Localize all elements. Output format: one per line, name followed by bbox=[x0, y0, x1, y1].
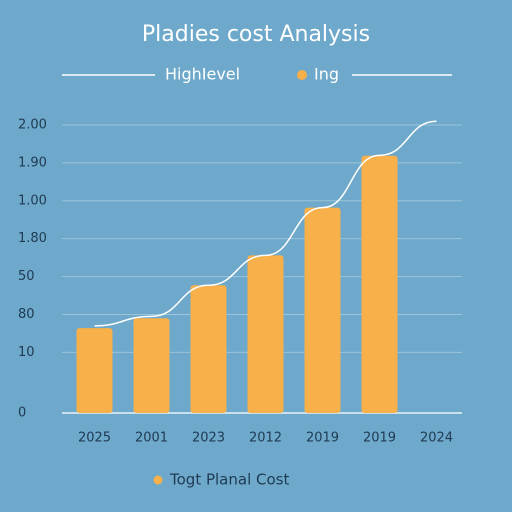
x-tick-label: 2023 bbox=[192, 431, 225, 446]
legend-dot bbox=[153, 475, 163, 485]
bar bbox=[361, 155, 398, 413]
x-tick-label: 2024 bbox=[420, 431, 453, 446]
x-tick-label: 2019 bbox=[306, 431, 339, 446]
y-tick-label: 50 bbox=[18, 269, 35, 284]
y-tick-label: 2.00 bbox=[18, 118, 47, 133]
y-tick-label: 10 bbox=[18, 345, 35, 360]
x-tick-label: 2001 bbox=[135, 431, 168, 446]
legend-label: Ing bbox=[314, 65, 339, 84]
legend-dot bbox=[297, 70, 307, 80]
bar bbox=[76, 328, 113, 413]
y-tick-label: 0 bbox=[18, 406, 26, 421]
bar bbox=[304, 207, 341, 413]
line bbox=[94, 120, 437, 327]
legend-label: HighIevel bbox=[165, 65, 240, 84]
chart-title: Pladies cost Analysis bbox=[142, 22, 370, 47]
x-tick-label: 2012 bbox=[249, 431, 282, 446]
x-tick-label: 2019 bbox=[363, 431, 396, 446]
bar bbox=[247, 255, 284, 413]
y-tick-label: 80 bbox=[18, 307, 35, 322]
x-tick-label: 2025 bbox=[78, 431, 111, 446]
y-tick-label: 1.80 bbox=[18, 231, 47, 246]
footer-legend: Togt Planal Cost bbox=[169, 471, 289, 489]
y-tick-label: 1.90 bbox=[18, 155, 47, 170]
bar bbox=[133, 318, 170, 413]
y-tick-label: 1.00 bbox=[18, 193, 47, 208]
bar bbox=[190, 285, 227, 413]
